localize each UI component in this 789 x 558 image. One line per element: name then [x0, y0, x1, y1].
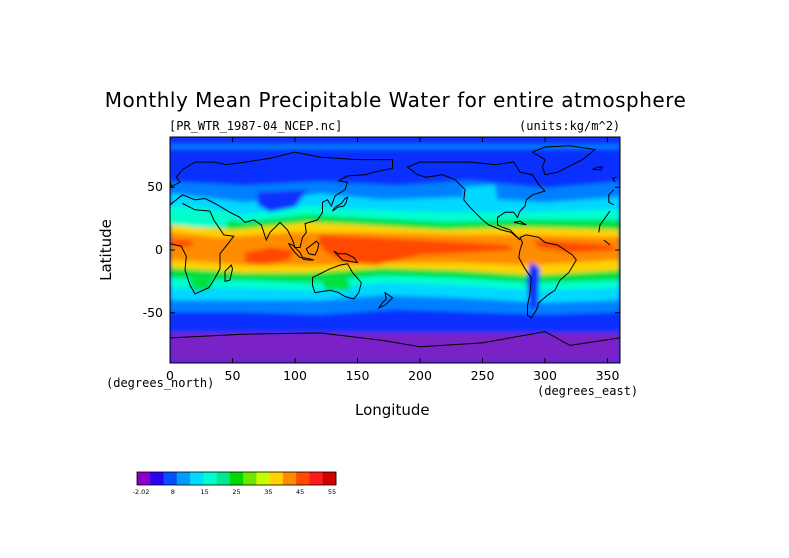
coast-africa-part-3	[603, 239, 611, 246]
colorbar-label: 15	[200, 488, 209, 496]
x-tick-label: 300	[533, 368, 557, 383]
colorbar-label: 55	[327, 488, 337, 496]
colorbar-swatch-6	[216, 472, 231, 485]
coast-iceland	[592, 166, 604, 171]
x-tick-label: 150	[345, 368, 370, 383]
x-tick-label: 100	[283, 368, 307, 383]
coast-north-america	[406, 161, 546, 241]
colorbar-swatch-12	[296, 472, 310, 485]
colorbar-swatch-5	[203, 472, 217, 485]
axis-ticks	[169, 137, 620, 363]
units-text: (units:kg/m^2)	[519, 119, 621, 133]
units-label: (units:kg/m^2)	[519, 119, 620, 133]
x-tick-label: 50	[224, 368, 241, 383]
coast-greenland	[531, 145, 597, 176]
field-core-indian-ocean	[245, 247, 295, 266]
file-label: [PR_WTR_1987-04_NCEP.nc]	[169, 119, 343, 133]
coast-new-guinea	[333, 250, 359, 264]
y-tick-label: 0	[155, 242, 163, 257]
colorbar-swatch-13	[309, 472, 324, 485]
y-tick-label: 50	[147, 179, 163, 195]
coast-new-zealand	[377, 291, 394, 309]
field-dry-sahara	[170, 205, 233, 228]
coast-madagascar	[224, 264, 234, 283]
x-tick-label: 350	[595, 368, 620, 383]
coast-south-america	[518, 234, 577, 319]
map-field	[170, 137, 620, 363]
colorbar-swatch-8	[243, 472, 257, 485]
x-axis-label: Longitude	[355, 401, 430, 419]
colorbar-label: 8	[170, 488, 175, 496]
x-unit-label: (degrees_east)	[537, 384, 639, 398]
colorbar-swatch-11	[282, 472, 297, 485]
field-band-arctic-core	[170, 137, 620, 145]
colorbar-swatch-9	[256, 472, 270, 485]
colorbar-swatch-0	[137, 472, 151, 485]
colorbar-swatch-1	[150, 472, 164, 485]
field-dry-tibet	[257, 189, 308, 213]
colorbar-swatch-2	[163, 472, 178, 485]
coast-europe-asia-part-1	[170, 151, 393, 248]
coast-sumatra	[287, 242, 304, 258]
coast-uk-part-3	[611, 176, 617, 183]
colorbar-label: 45	[296, 488, 305, 496]
coast-africa-part-2	[170, 203, 235, 295]
coastlines	[170, 145, 620, 348]
y-axis-label: Latitude	[97, 219, 115, 281]
colorbar-label: 25	[232, 488, 241, 496]
colorbar-swatch-7	[229, 472, 244, 485]
coast-antarctica	[170, 331, 620, 348]
y-tick-label: -50	[142, 304, 163, 320]
colorbar-swatch-4	[190, 472, 204, 485]
field-core-west-pacific	[317, 234, 514, 266]
y-unit-label: (degrees_north)	[106, 376, 215, 390]
field-core-africa	[170, 240, 195, 248]
colorbar-frame	[136, 471, 337, 486]
coast-europe-asia-part-2	[608, 189, 615, 206]
x-tick-label: 250	[470, 368, 495, 383]
coast-java	[302, 256, 314, 261]
x-tick-label: 0	[166, 368, 174, 383]
x-tick-label: 200	[408, 368, 432, 383]
colorbar-label: -2.02	[132, 488, 150, 496]
colorbar-swatch-14	[322, 472, 337, 485]
field-dry-south-africa	[188, 272, 214, 291]
field-dry-australia	[317, 272, 352, 291]
coast-australia	[312, 263, 362, 300]
field-band-antarctic	[170, 332, 620, 363]
coast-africa-part-1	[598, 210, 611, 233]
field-dry-rockies	[463, 184, 498, 210]
coast-cuba	[513, 220, 527, 226]
colorbar-label: 35	[264, 488, 273, 496]
colorbar-swatch-3	[176, 472, 191, 485]
colorbar-swatch-10	[269, 472, 284, 485]
field-core-atlantic	[532, 240, 614, 253]
colorbar	[136, 471, 337, 486]
map-title: Monthly Mean Precipitable Water for enti…	[104, 88, 687, 112]
coast-japan	[332, 196, 349, 212]
coast-borneo	[305, 240, 320, 256]
